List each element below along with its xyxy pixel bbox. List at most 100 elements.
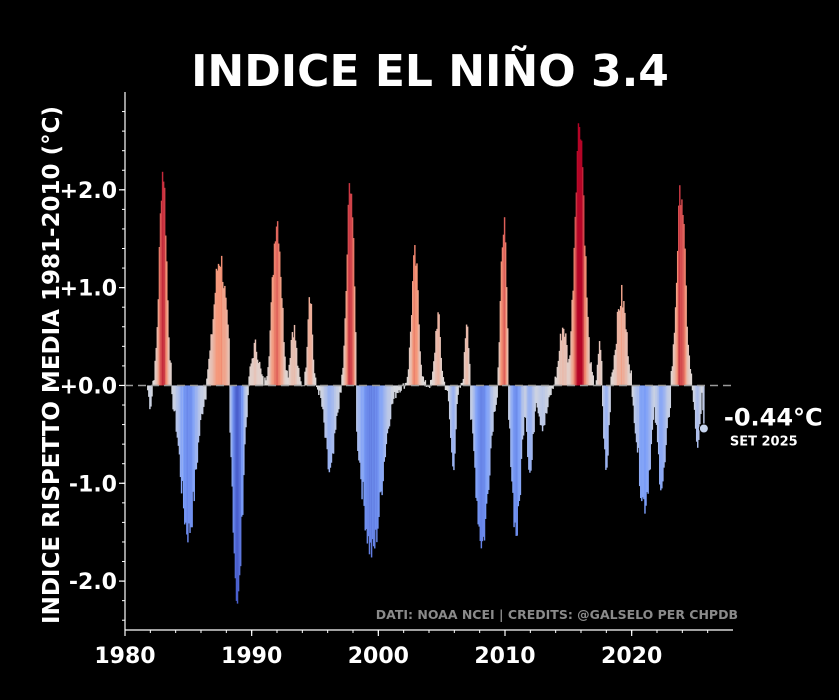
bar-month (291, 332, 294, 386)
bar-month (275, 226, 278, 386)
bar-month (393, 385, 395, 399)
bar-month (666, 385, 668, 429)
bar-month (340, 385, 342, 393)
bar-month (210, 334, 212, 386)
bar-month (218, 265, 221, 386)
bar-month (220, 255, 223, 386)
bar-month (155, 347, 157, 386)
bar-month (648, 385, 650, 471)
bar-month (375, 385, 377, 530)
bar-month (556, 366, 559, 386)
bar-month (550, 385, 552, 395)
bar-month (215, 268, 218, 386)
bar-month (175, 385, 178, 432)
bar-month (271, 277, 274, 386)
bar-month (217, 263, 220, 386)
bar-month (606, 385, 608, 468)
bar-month (207, 369, 209, 386)
bar-month (431, 379, 433, 386)
bar-month (329, 385, 332, 468)
bar-month (591, 371, 593, 386)
bar-month (166, 261, 168, 386)
bar-month (350, 193, 353, 386)
bar-month (244, 385, 246, 445)
bar-month (147, 385, 149, 391)
bar-month (343, 345, 345, 386)
bar-month (414, 245, 416, 386)
bar-month (641, 385, 643, 502)
bar-month (179, 385, 182, 478)
bar-month (389, 385, 392, 420)
bar-month (319, 385, 321, 391)
bar-month (148, 385, 150, 397)
bar-month (311, 334, 314, 386)
bar-month (453, 385, 455, 471)
bar-month (269, 330, 271, 386)
bar-month (432, 371, 434, 386)
bar-month (600, 360, 603, 386)
bar-month (602, 385, 604, 407)
bar-month (428, 385, 431, 388)
bar-month (313, 373, 316, 386)
bar-month (631, 385, 634, 397)
bar-month (251, 358, 254, 386)
bar-month (642, 385, 644, 498)
bar-month (507, 328, 509, 386)
bar-month (545, 385, 547, 413)
bar-month (604, 385, 606, 450)
bar-month (688, 355, 691, 386)
bar-month (344, 318, 346, 386)
bar-month (250, 363, 252, 386)
bar-month (694, 385, 697, 429)
bar-month (342, 367, 344, 386)
bar-month (452, 385, 454, 467)
bar-month (552, 385, 554, 389)
bar-month (254, 339, 257, 386)
bar-month (263, 384, 265, 386)
bar-month (281, 298, 283, 386)
bar-month (265, 380, 267, 386)
bar-month (243, 385, 245, 476)
bar-month (625, 329, 627, 386)
bar-month (649, 385, 651, 470)
bar-month (234, 385, 237, 579)
bar-month (296, 365, 299, 386)
bar-month (295, 347, 298, 386)
bar-month (434, 352, 436, 386)
bar-month (403, 385, 406, 389)
bar-month (328, 385, 331, 473)
bar-month (152, 380, 154, 386)
bar-month (273, 243, 276, 386)
bar-month (245, 385, 247, 428)
bar-month (219, 266, 222, 386)
bar-month (433, 361, 435, 386)
bar-month (300, 381, 302, 386)
bar-month (502, 234, 505, 386)
bar-month (188, 385, 190, 524)
bar-month (337, 385, 339, 413)
bar-month (461, 382, 464, 386)
bar-month (310, 303, 313, 386)
bar-month (246, 385, 248, 418)
bar-month (672, 344, 675, 386)
bar-month (486, 385, 489, 494)
bar-month (436, 328, 438, 386)
bar-month (385, 385, 388, 445)
bar-month (216, 270, 219, 386)
bar-month (684, 248, 686, 386)
bar-month (680, 205, 682, 386)
bar-month (304, 371, 306, 386)
bar-month (422, 376, 425, 386)
bar-month (368, 385, 371, 555)
bar-month (512, 385, 514, 493)
bar-month (441, 370, 444, 386)
bar-month (276, 221, 279, 386)
bar-month (605, 385, 607, 470)
bar-month (204, 385, 206, 400)
bar-month (497, 367, 499, 386)
bar-month (303, 385, 305, 387)
bar-month (478, 385, 480, 527)
bar-month (482, 385, 485, 537)
bar-month (193, 385, 195, 502)
bar-month (211, 334, 213, 386)
